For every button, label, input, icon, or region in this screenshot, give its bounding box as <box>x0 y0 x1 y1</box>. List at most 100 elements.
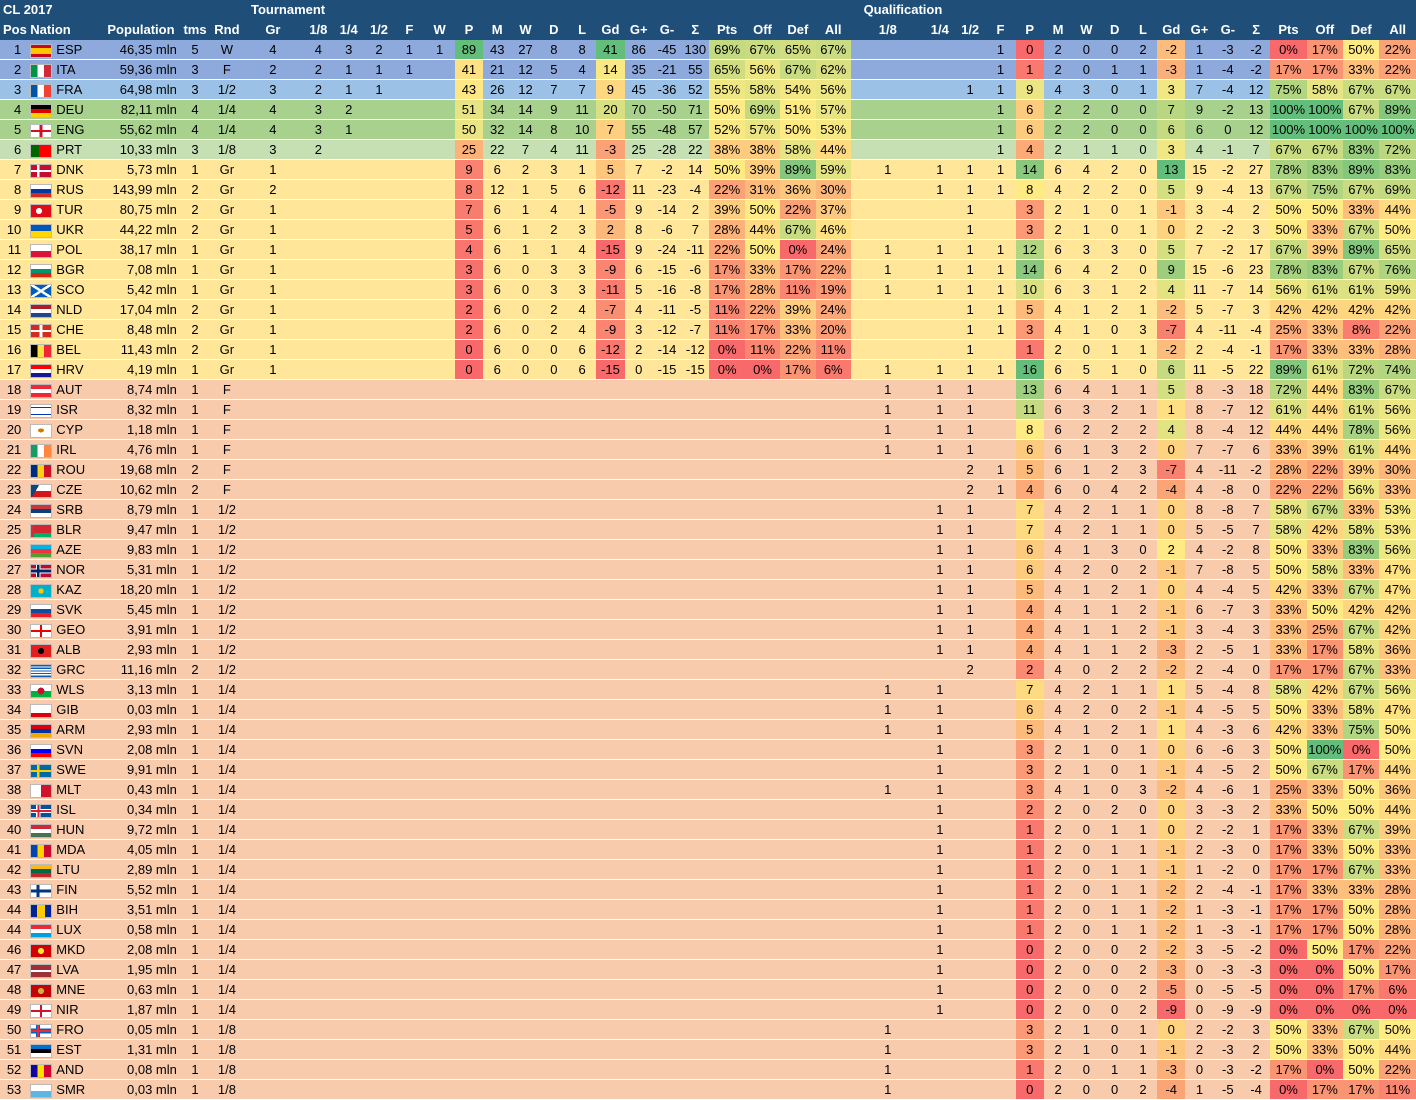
qualification-stage-cell <box>985 759 1016 780</box>
qualification-stat-cell: 17% <box>1270 659 1307 680</box>
tournament-stat-cell <box>596 1019 625 1040</box>
column-header: Def <box>1343 20 1380 40</box>
qualification-stat-cell: 2 <box>1128 40 1158 60</box>
qualification-stat-cell: 67% <box>1270 239 1307 260</box>
tournament-stage-cell <box>303 219 334 240</box>
qualification-stat-cell: 3 <box>1015 739 1044 760</box>
tournament-stage-cell <box>424 99 455 120</box>
qualification-stat-cell: -4 <box>1213 579 1242 600</box>
tournament-stage-cell <box>424 959 455 980</box>
qualification-stat-cell: 2 <box>1100 399 1129 420</box>
tournament-stat-cell <box>624 399 653 420</box>
tournament-stage-cell <box>242 759 304 780</box>
population-cell: 64,98 mln <box>103 79 179 100</box>
position-cell: 20 <box>0 419 28 440</box>
qualification-stat-cell: -2 <box>1157 659 1186 680</box>
tournament-stat-cell: 26 <box>483 79 512 100</box>
tournament-stat-cell <box>624 519 653 540</box>
tournament-stat-cell <box>681 679 710 700</box>
qualification-stage-cell <box>985 659 1016 680</box>
qualification-stat-cell: 1 <box>1072 599 1101 620</box>
tournament-stage-cell <box>424 319 455 340</box>
tournament-stat-cell <box>709 479 745 500</box>
qualification-stat-cell: 6 <box>1015 539 1044 560</box>
qualification-stat-cell: -1 <box>1157 839 1186 860</box>
tournament-stage-cell <box>424 699 455 720</box>
tournament-stat-cell <box>709 1019 745 1040</box>
tournament-stat-cell <box>744 639 781 660</box>
tournament-stage-cell <box>363 1019 395 1040</box>
position-cell: 12 <box>0 259 28 280</box>
position-cell: 18 <box>0 379 28 400</box>
qualification-stage-cell <box>954 859 986 880</box>
nation-code: NLD <box>56 302 83 317</box>
position-cell: 34 <box>0 699 28 720</box>
tournament-stat-cell: 28% <box>709 219 745 240</box>
tournament-stat-cell <box>454 1019 484 1040</box>
qualification-stage-cell <box>985 819 1016 840</box>
tournament-stat-cell: 0 <box>454 359 484 380</box>
qualification-stat-cell: 42% <box>1306 299 1344 320</box>
tournament-stat-cell <box>681 979 710 1000</box>
tournament-stat-cell <box>596 599 625 620</box>
tournament-stage-cell <box>363 119 395 140</box>
tournament-stage-cell <box>303 859 334 880</box>
teams-cell: 2 <box>178 299 212 320</box>
position-cell: 2 <box>0 59 28 80</box>
qualification-stat-cell: 6 <box>1043 239 1073 260</box>
qualification-stat-cell: 25% <box>1306 619 1344 640</box>
hr-flag-icon <box>30 363 53 378</box>
qualification-stat-cell: -5 <box>1241 979 1271 1000</box>
tournament-stat-cell <box>511 439 540 460</box>
population-cell: 0,58 mln <box>103 919 179 940</box>
round-cell: 1/4 <box>211 99 243 120</box>
tournament-stat-cell: -6 <box>652 219 682 240</box>
qualification-stage-cell: 1 <box>924 819 955 840</box>
qualification-stat-cell: 47% <box>1379 559 1416 580</box>
teams-cell: 1 <box>178 779 212 800</box>
teams-cell: 2 <box>178 479 212 500</box>
qualification-stat-cell: 12 <box>1241 399 1271 420</box>
tournament-stat-cell <box>567 1039 597 1060</box>
tournament-stage-cell <box>394 219 425 240</box>
qualification-stat-cell: 56% <box>1343 479 1380 500</box>
tournament-stat-cell <box>744 999 781 1020</box>
qualification-stat-cell: 44% <box>1270 419 1307 440</box>
table-row: 16 BEL 11,43 mln 2 Gr 1 0 6 0 0 6 -12 2 -14 -12 0% 11% 22… <box>0 339 1416 360</box>
qualification-stage-cell: 1 <box>850 159 925 180</box>
tournament-stat-cell <box>539 919 568 940</box>
qualification-stage-cell: 1 <box>985 459 1016 480</box>
tournament-stat-cell <box>454 499 484 520</box>
qualification-stat-cell: 0 <box>1072 659 1101 680</box>
tournament-stage-cell <box>394 499 425 520</box>
teams-cell: 1 <box>178 279 212 300</box>
qualification-stage-cell <box>924 219 955 240</box>
tournament-stat-cell: -8 <box>681 279 710 300</box>
tournament-stat-cell: 59% <box>815 159 851 180</box>
gi-flag-icon <box>30 703 53 718</box>
tournament-stat-cell: 62% <box>815 59 851 80</box>
tournament-stat-cell: 7 <box>454 199 484 220</box>
tournament-stage-cell <box>363 579 395 600</box>
table-row: 42 LTU 2,89 mln 1 1/4 1 1 2 0 1 1 -1 1 -2 0 17% 17% 67% 33… <box>0 859 1416 880</box>
column-header: 1/8 <box>303 20 334 40</box>
tournament-stat-cell <box>709 699 745 720</box>
qualification-stat-cell: -3 <box>1213 1039 1242 1060</box>
nation-code: ROU <box>56 462 86 477</box>
tournament-stat-cell <box>483 459 512 480</box>
tournament-stage-cell <box>363 919 395 940</box>
qualification-stat-cell: 17% <box>1270 879 1307 900</box>
tournament-stat-cell <box>815 579 851 600</box>
tournament-stat-cell <box>539 859 568 880</box>
tournament-stage-cell <box>394 719 425 740</box>
qualification-stat-cell: -6 <box>1213 259 1242 280</box>
tournament-stage-cell <box>394 819 425 840</box>
qualification-stage-cell: 1 <box>954 179 986 200</box>
population-cell: 80,75 mln <box>103 199 179 220</box>
tournament-stage-cell <box>363 359 395 380</box>
tournament-stat-cell <box>624 659 653 680</box>
qualification-stage-cell <box>985 339 1016 360</box>
qualification-stat-cell: 6% <box>1379 979 1416 1000</box>
qualification-stat-cell: 1 <box>1128 739 1158 760</box>
qualification-stat-cell: 4 <box>1043 79 1073 100</box>
